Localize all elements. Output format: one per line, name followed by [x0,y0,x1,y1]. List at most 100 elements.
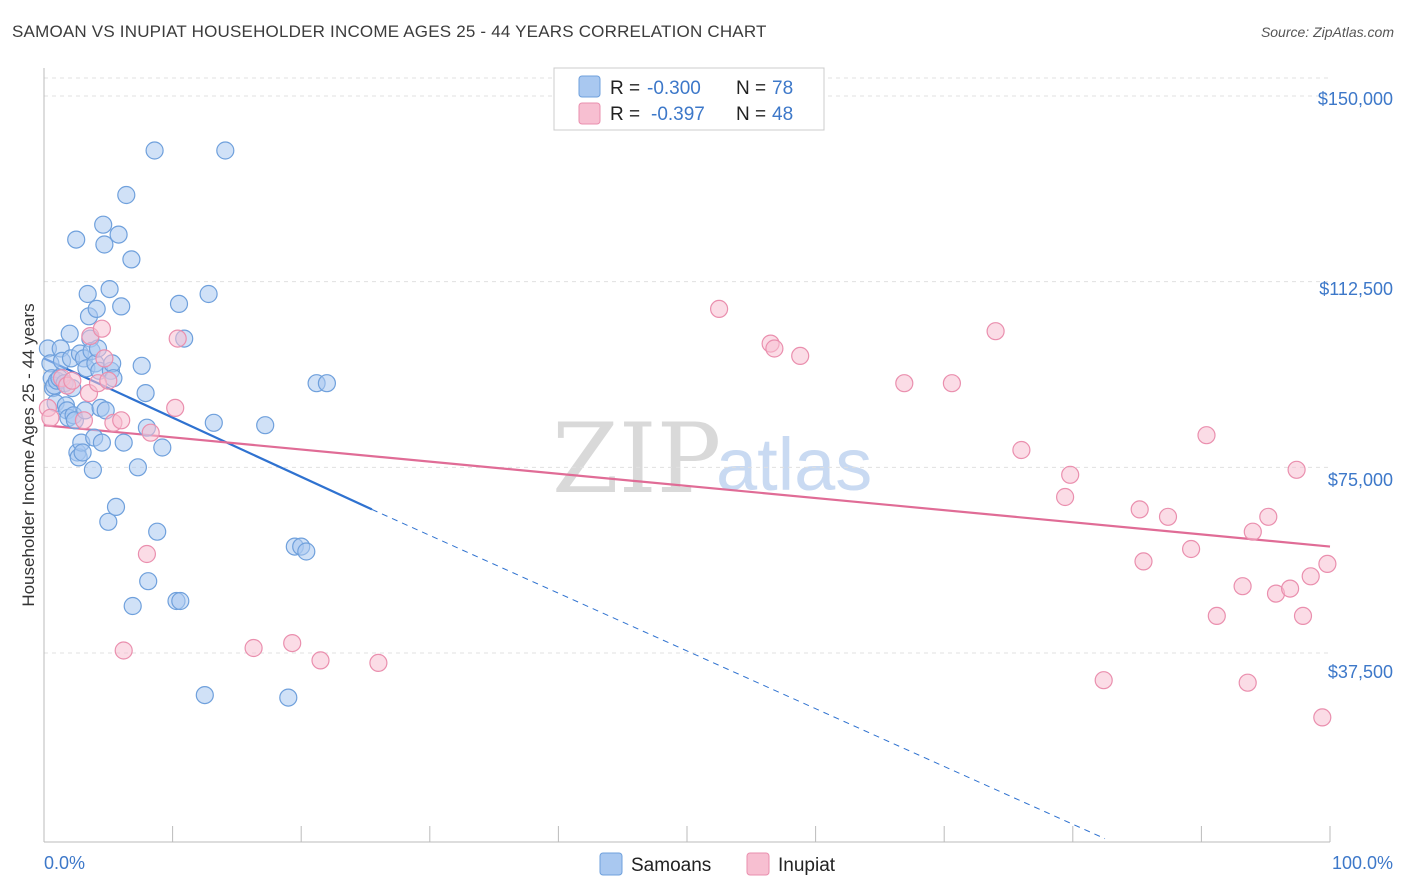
point-inupiat-50 [1318,554,1337,574]
point-samoans-70 [216,141,235,160]
y-tick-label-112500: $112,500 [1319,279,1393,299]
y-tick-label-37500: $37,500 [1328,662,1393,682]
legend-n-value-inupiat: 48 [772,104,793,125]
point-inupiat-23 [709,299,729,318]
point-inupiat-14 [114,641,133,660]
point-samoans-65 [171,591,190,611]
point-inupiat-41 [1238,673,1257,692]
point-inupiat-13 [112,411,131,430]
x-tick-label-min: 0.0% [44,853,85,873]
point-inupiat-36 [1158,507,1178,526]
point-inupiat-40 [1233,577,1252,596]
point-samoans-53 [122,250,141,269]
point-inupiat-33 [1094,671,1113,690]
point-samoans-67 [195,685,214,705]
point-inupiat-19 [244,638,263,658]
point-inupiat-27 [895,374,914,393]
point-inupiat-37 [1181,539,1201,559]
point-inupiat-20 [283,633,302,653]
bottom-legend-label-inupiat: Inupiat [778,855,836,876]
point-inupiat-21 [311,651,330,670]
point-samoans-60 [145,141,164,160]
point-inupiat-45 [1280,579,1300,598]
point-inupiat-29 [986,322,1005,341]
point-samoans-55 [128,458,147,477]
point-samoans-28 [78,284,97,304]
legend-n-value-samoans: 78 [772,78,793,99]
chart-title: SAMOAN VS INUPIAT HOUSEHOLDER INCOME AGE… [12,22,767,41]
legend-n-label-inupiat: N = [736,104,766,125]
point-samoans-52 [117,185,136,205]
series-inupiat [38,299,1337,727]
y-tick-label-150000: $150,000 [1318,89,1393,109]
point-samoans-75 [297,542,316,561]
point-inupiat-38 [1197,426,1216,445]
point-inupiat-1 [41,408,60,427]
point-inupiat-18 [168,329,187,348]
point-inupiat-17 [166,398,185,417]
point-inupiat-16 [141,423,160,442]
point-samoans-44 [100,280,119,299]
point-samoans-50 [112,297,131,316]
point-samoans-64 [169,294,189,313]
point-samoans-43 [99,512,118,531]
point-samoans-48 [106,497,126,516]
point-inupiat-4 [63,371,82,390]
point-inupiat-48 [1301,567,1320,586]
point-samoans-62 [153,438,172,457]
point-samoans-68 [199,284,218,304]
point-samoans-77 [317,374,336,393]
point-inupiat-15 [137,544,156,564]
point-samoans-49 [109,225,128,244]
point-inupiat-30 [1012,440,1031,460]
legend-swatch-inupiat [578,102,601,125]
point-samoans-71 [256,416,275,435]
point-inupiat-5 [74,411,94,430]
trendline-inupiat [43,424,1331,548]
watermark-zip: ZIP [552,403,721,515]
point-samoans-41 [95,235,114,254]
point-inupiat-32 [1061,465,1080,484]
point-inupiat-28 [942,374,962,393]
point-samoans-56 [132,356,151,375]
point-inupiat-42 [1243,522,1262,541]
source-label: Source: ZipAtlas.com [1260,24,1394,40]
point-inupiat-47 [1293,606,1313,626]
bottom-legend-label-samoans: Samoans [631,855,711,876]
legend-n-label-samoans: N = [736,78,766,99]
legend-r-value-samoans: -0.300 [647,78,701,99]
point-inupiat-9 [92,319,112,338]
point-inupiat-10 [95,349,114,368]
point-inupiat-31 [1055,487,1075,507]
point-inupiat-22 [369,653,388,673]
point-inupiat-39 [1207,606,1226,626]
data-points [38,141,1337,727]
point-inupiat-11 [99,371,118,390]
watermark-atlas: atlas [716,423,872,506]
point-inupiat-49 [1313,708,1332,727]
point-samoans-24 [73,443,92,462]
y-tick-label-75000: $75,000 [1328,470,1393,490]
y-axis-label: Householder Income Ages 25 - 44 years [19,303,38,606]
point-inupiat-26 [791,346,810,365]
point-samoans-40 [94,215,113,234]
point-samoans-72 [279,688,298,707]
bottom-legend-swatch-inupiat [746,852,770,876]
stats-legend: R = -0.300 N = 78 R = -0.397 N = 48 [553,67,825,131]
point-inupiat-34 [1130,500,1149,519]
point-samoans-57 [136,384,155,403]
point-samoans-54 [123,596,142,616]
axes [43,68,1331,843]
point-samoans-19 [67,230,86,249]
point-samoans-69 [204,413,223,432]
point-samoans-39 [92,433,112,452]
legend-r-value-inupiat: -0.397 [651,104,705,125]
legend-r-label-samoans: R = [610,78,640,99]
point-inupiat-25 [765,339,784,358]
point-inupiat-46 [1287,460,1306,479]
bottom-legend-swatch-samoans [599,852,623,876]
point-samoans-61 [148,522,167,541]
point-samoans-35 [87,299,106,318]
point-inupiat-43 [1259,507,1278,526]
